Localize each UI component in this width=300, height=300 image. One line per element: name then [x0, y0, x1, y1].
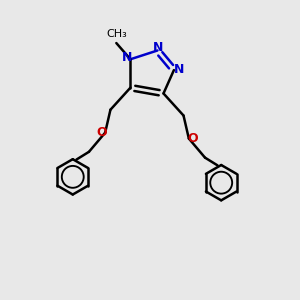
Text: CH₃: CH₃ — [106, 29, 127, 39]
Text: N: N — [122, 51, 132, 64]
Text: O: O — [187, 132, 198, 145]
Text: N: N — [173, 63, 184, 76]
Text: N: N — [153, 41, 163, 54]
Text: O: O — [96, 126, 106, 139]
